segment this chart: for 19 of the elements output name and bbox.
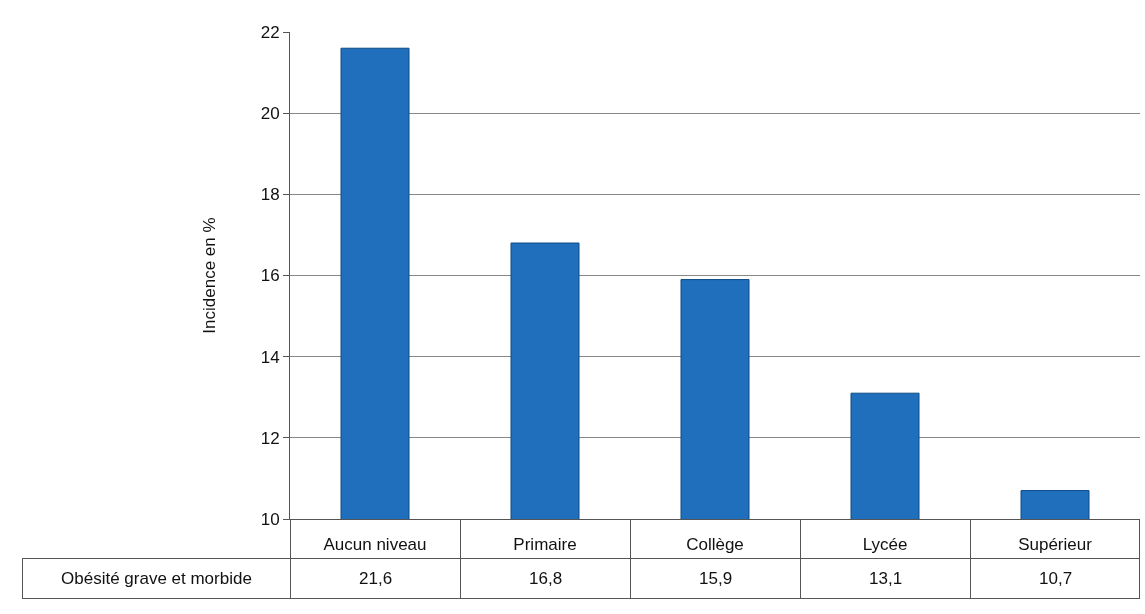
data-label: 15,9	[699, 569, 733, 588]
x-tick-label: Primaire	[513, 535, 577, 555]
y-tick-label: 20	[260, 104, 280, 124]
x-tick-label: Aucun niveau	[323, 535, 427, 555]
x-tick-label: Lycée	[862, 535, 908, 555]
y-tick-label: 16	[260, 266, 280, 286]
data-label: 16,8	[529, 569, 563, 588]
data-label: 10,7	[1039, 569, 1073, 588]
y-tick-label: 10	[260, 509, 280, 529]
text: Obésité grave et morbide	[61, 569, 252, 588]
x-tick-label: Collège	[686, 535, 744, 555]
y-tick-label: 18	[260, 185, 280, 205]
y-tick-label: 14	[260, 347, 280, 367]
y-tick-label: 22	[260, 22, 280, 42]
y-tick-label: 12	[260, 428, 280, 448]
data-label: 13,1	[869, 569, 903, 588]
x-tick-label: Supérieur	[1018, 535, 1093, 555]
data-label: 21,6	[359, 569, 393, 588]
y-axis-title: Incidence en %	[200, 217, 220, 334]
